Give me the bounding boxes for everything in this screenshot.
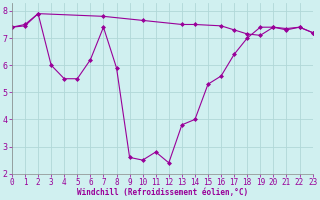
X-axis label: Windchill (Refroidissement éolien,°C): Windchill (Refroidissement éolien,°C): [77, 188, 248, 197]
